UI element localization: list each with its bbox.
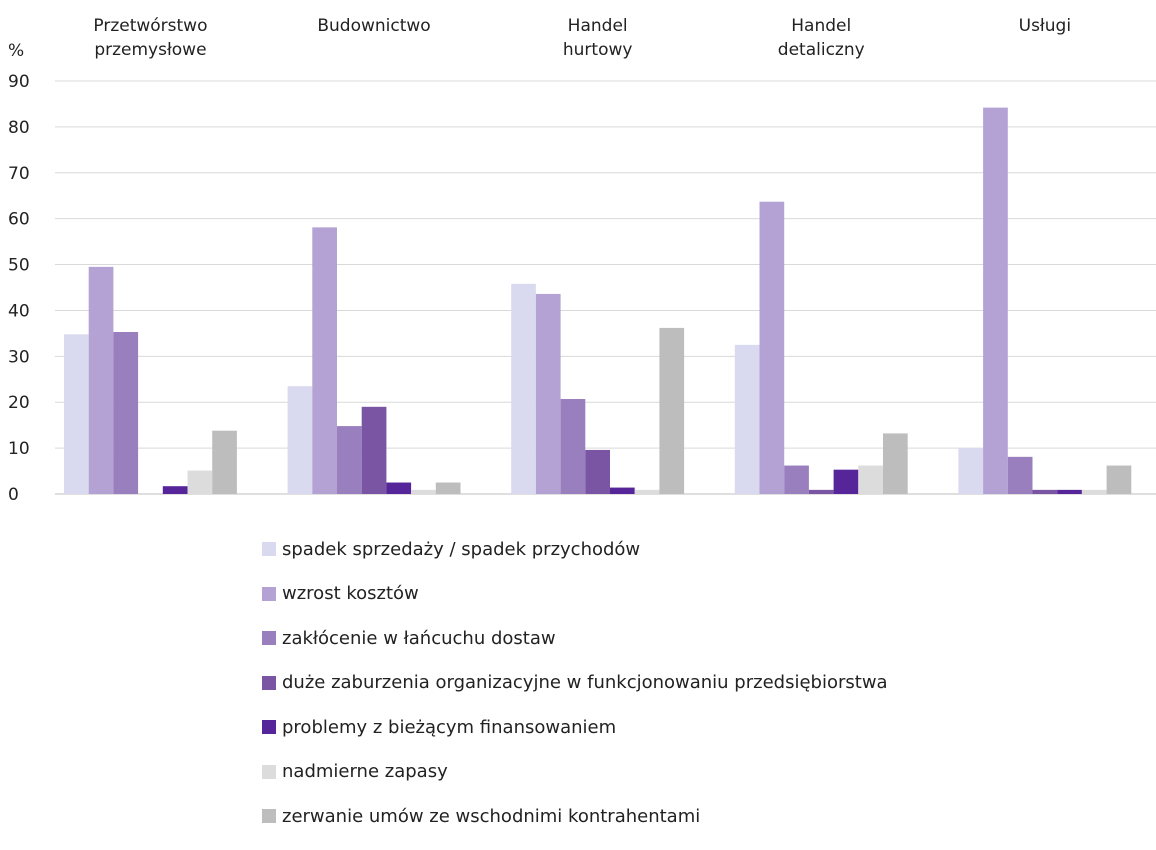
legend-label: zakłócenie w łańcuchu dostaw: [282, 627, 556, 649]
y-tick-label: 10: [8, 439, 30, 459]
bar: [808, 489, 834, 494]
legend-item: zerwanie umów ze wschodnimi kontrahentam…: [262, 805, 888, 827]
bar: [833, 469, 859, 494]
legend-swatch: [262, 764, 276, 779]
legend-label: wzrost kosztów: [282, 583, 419, 604]
bar: [883, 433, 908, 494]
bar-chart: 0 10 20 30 40 50 60 70 80 90% Przetwórstwo przemysł…: [8, 16, 1156, 505]
legend-swatch: [262, 631, 276, 645]
bar: [337, 426, 362, 494]
category-label: Handel hurtowy: [563, 16, 633, 60]
legend-item: wzrost kosztów: [262, 583, 888, 605]
y-tick-label: 20: [8, 393, 30, 413]
bar: [535, 293, 561, 494]
bar: [162, 486, 188, 494]
y-tick-label: 90: [8, 72, 30, 92]
y-axis-label: %: [8, 41, 24, 61]
legend-label: spadek sprzedaży / spadek przychodów: [282, 538, 641, 560]
bar: [1057, 489, 1082, 494]
bar: [435, 482, 461, 494]
legend-label: problemy z bieżącym finansowaniem: [282, 716, 617, 738]
y-tick-label: 60: [8, 210, 30, 230]
bar: [958, 448, 984, 494]
bar: [734, 344, 760, 494]
category-label: Usługi: [1019, 16, 1071, 36]
y-tick-label: 50: [8, 256, 30, 276]
bar: [511, 283, 536, 494]
bar: [187, 470, 213, 494]
legend-item: nadmierne zapasy: [262, 761, 888, 783]
legend-item: spadek sprzedaży / spadek przychodów: [262, 538, 888, 560]
legend-swatch: [262, 675, 276, 690]
legend-swatch: [262, 542, 276, 556]
y-tick-label: 30: [8, 347, 30, 367]
bar: [386, 482, 412, 494]
bar: [1081, 489, 1107, 494]
legend-swatch: [262, 586, 276, 601]
bar: [287, 386, 313, 494]
bar: [634, 489, 660, 494]
bar: [659, 327, 685, 494]
legend: spadek sprzedaży / spadek przychodów wzro…: [262, 538, 888, 850]
category-label: Handel detaliczny: [778, 16, 865, 60]
bar: [610, 487, 635, 494]
legend-item: duże zaburzenia organizacyjne w funkcjon…: [262, 672, 888, 694]
bar: [560, 399, 586, 494]
bar: [361, 406, 387, 494]
legend-item: problemy z bieżącym finansowaniem: [262, 716, 888, 738]
y-tick-label: 0: [8, 485, 19, 505]
bar: [411, 489, 436, 494]
legend-swatch: [262, 809, 276, 823]
legend-label: zerwanie umów ze wschodnimi kontrahentam…: [282, 805, 701, 827]
bar: [113, 332, 139, 494]
bar: [1007, 456, 1033, 494]
bar: [1106, 465, 1132, 494]
bar: [1032, 489, 1058, 494]
legend-swatch: [262, 720, 276, 734]
legend-label: duże zaburzenia organizacyjne w funkcjon…: [282, 672, 888, 693]
bar: [858, 465, 883, 494]
legend-label: nadmierne zapasy: [282, 761, 448, 782]
legend-item: zakłócenie w łańcuchu dostaw: [262, 627, 888, 649]
category-label: Budownictwo: [317, 16, 430, 36]
y-tick-label: 80: [8, 118, 30, 138]
y-tick-label: 70: [8, 164, 30, 184]
bar: [64, 334, 89, 494]
bar: [312, 227, 337, 494]
bar: [983, 107, 1008, 495]
bar: [88, 266, 114, 494]
bar: [212, 430, 237, 494]
category-label: Przetwórstwo przemysłowe: [93, 16, 207, 60]
bar: [585, 449, 610, 494]
bar: [759, 201, 785, 494]
y-tick-label: 40: [8, 301, 30, 321]
bar: [784, 465, 809, 494]
